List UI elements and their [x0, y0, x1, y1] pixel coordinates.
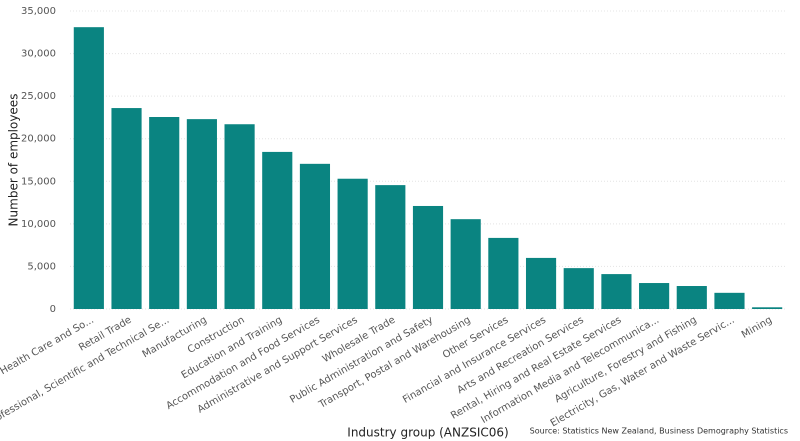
x-tick-label: Professional, Scientific and Technical S… — [0, 315, 171, 429]
bar — [639, 283, 670, 309]
bar — [450, 219, 481, 309]
bar — [714, 292, 745, 309]
bar — [262, 151, 293, 309]
bar — [412, 205, 444, 309]
y-tick-label: 5,000 — [27, 261, 56, 272]
source-note: Source: Statistics New Zealand, Business… — [530, 427, 788, 436]
bar — [111, 108, 142, 309]
bar — [149, 117, 180, 309]
y-tick-label: 35,000 — [21, 6, 56, 17]
y-tick-label: 10,000 — [21, 219, 56, 230]
y-axis-title: Number of employees — [7, 94, 21, 227]
y-tick-label: 30,000 — [21, 49, 56, 60]
bar — [73, 27, 104, 309]
bar — [752, 307, 783, 309]
bar — [488, 237, 519, 309]
bar — [186, 119, 217, 309]
bar — [563, 268, 594, 309]
bar — [299, 163, 331, 309]
x-tick-label: Manufacturing — [141, 315, 209, 361]
y-tick-label: 20,000 — [21, 134, 56, 145]
y-tick-label: 25,000 — [21, 91, 56, 102]
y-tick-label: 15,000 — [21, 176, 56, 187]
bar — [676, 286, 707, 309]
x-tick-label: Mining — [740, 315, 774, 341]
bar — [375, 185, 406, 309]
x-axis-title: Industry group (ANZSIC06) — [347, 426, 508, 440]
bar — [224, 124, 255, 310]
bar — [525, 257, 557, 309]
bar — [337, 178, 368, 309]
y-tick-label: 0 — [50, 304, 56, 315]
bar — [601, 274, 632, 309]
